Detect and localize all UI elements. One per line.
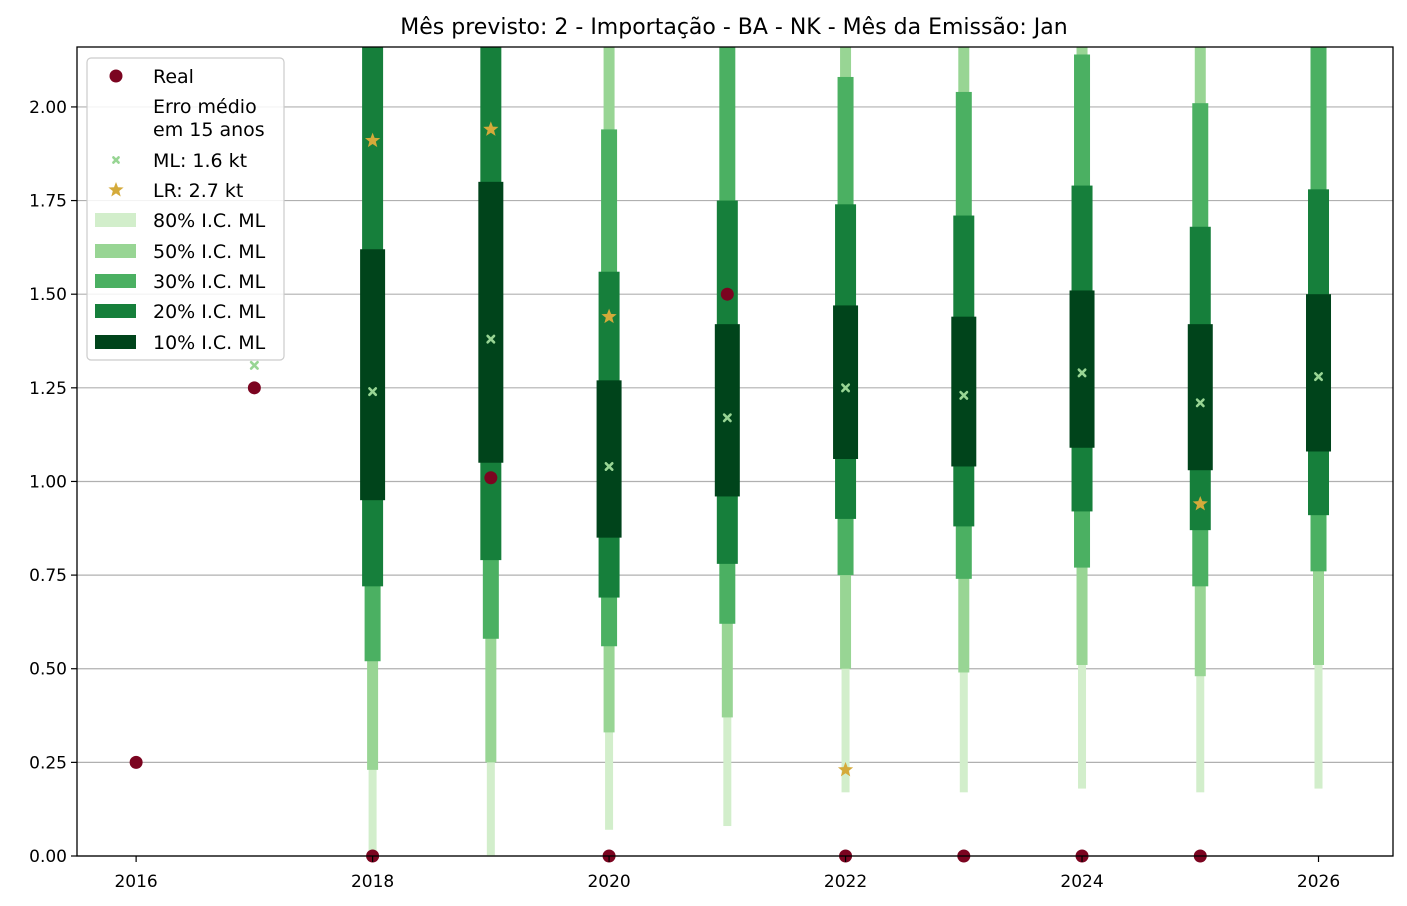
legend-label: 50% I.C. ML	[153, 241, 266, 263]
y-tick-label: 1.75	[29, 192, 67, 212]
lr-point-2022	[837, 761, 854, 777]
y-tick-label: 0.25	[29, 753, 67, 773]
legend-label: 10% I.C. ML	[153, 332, 266, 354]
interval-bar-10-2023	[951, 316, 977, 467]
x-stroke	[959, 390, 969, 400]
ml-point-2026	[1314, 372, 1324, 382]
x-stroke	[112, 156, 120, 164]
ml-point-2022	[841, 383, 851, 393]
y-tick-label: 1.25	[29, 379, 67, 399]
legend-label-line: Erro médio	[153, 96, 257, 118]
legend-ic50-swatch	[95, 244, 136, 258]
legend-label-line: em 15 anos	[153, 119, 265, 141]
ml-point-2020	[604, 461, 614, 471]
legend-ic80-swatch	[95, 213, 136, 227]
interval-bar-10-2026	[1306, 294, 1332, 452]
x-stroke	[368, 387, 378, 397]
y-tick-label: 1.00	[29, 472, 67, 492]
legend-label: Erro médio em 15 anos	[153, 96, 265, 141]
interval-bar-10-2025	[1187, 324, 1213, 471]
interval-bar-10-2018	[360, 249, 386, 501]
x-stroke	[604, 461, 614, 471]
interval-bar-10-2021	[714, 324, 740, 497]
x-tick-label: 2024	[1060, 872, 1103, 892]
ml-point-2024	[1077, 368, 1087, 378]
legend-box	[86, 57, 285, 361]
real-point-2017	[247, 381, 261, 395]
ml-point-2021	[722, 413, 732, 423]
legend-lr-marker	[108, 182, 124, 197]
interval-bar-10-2019	[478, 181, 504, 463]
legend-label: Real	[153, 66, 194, 88]
x-stroke	[722, 413, 732, 423]
legend-ic30-swatch	[95, 274, 136, 288]
confidence-intervals	[360, 47, 1332, 856]
legend-real-marker	[109, 69, 123, 83]
x-stroke	[841, 383, 851, 393]
legend-ml-marker	[112, 156, 120, 164]
legend: Real Erro médio em 15 anos ML: 1.6 kt LR: 2.…	[86, 57, 285, 361]
ml-point-2018	[368, 387, 378, 397]
legend-label: ML: 1.6 kt	[153, 150, 247, 172]
interval-bar-10-2022	[833, 305, 859, 459]
y-tick-label: 0.50	[29, 660, 67, 680]
x-stroke	[249, 360, 259, 370]
real-point-2019	[484, 471, 498, 485]
y-tick-label: 0.00	[29, 847, 67, 867]
x-stroke	[1314, 372, 1324, 382]
legend-ic10-swatch	[95, 335, 136, 349]
x-stroke	[1195, 398, 1205, 408]
x-tick-label: 2016	[114, 872, 157, 892]
real-point-2016	[129, 755, 143, 769]
x-stroke	[1077, 368, 1087, 378]
real-point-2021	[720, 287, 734, 301]
legend-label: 80% I.C. ML	[153, 210, 266, 232]
legend-ic20-swatch	[95, 304, 136, 318]
lr-point-2020	[601, 308, 617, 324]
plot-frame	[76, 46, 1394, 857]
legend-label: LR: 2.7 kt	[153, 180, 243, 202]
ml-point-2023	[959, 390, 969, 400]
y-tick-label: 1.50	[29, 285, 67, 305]
ml-point-2017	[249, 360, 259, 370]
lr-point-2025	[1192, 495, 1208, 511]
y-tick-label: 0.75	[29, 566, 67, 586]
chart-title: Mês previsto: 2 - Importação - BA - NK -…	[400, 15, 1067, 40]
lr-point-2018	[364, 132, 381, 148]
legend-label: 20% I.C. ML	[153, 301, 266, 323]
x-tick-label: 2020	[587, 872, 630, 892]
x-tick-label: 2022	[824, 872, 867, 892]
interval-bar-10-2020	[596, 380, 622, 538]
x-stroke	[486, 334, 496, 344]
x-tick-label: 2026	[1297, 872, 1340, 892]
ml-point-2025	[1195, 398, 1205, 408]
lr-point-2019	[483, 121, 499, 136]
axes: 0.00 0.25 0.50 0.75 1.00 1.25 1.50 1.75 2.00 2016…	[29, 46, 1394, 892]
legend-label: 30% I.C. ML	[153, 271, 266, 293]
y-tick-label: 2.00	[29, 98, 67, 118]
x-tick-label: 2018	[351, 872, 394, 892]
interval-bar-10-2024	[1069, 290, 1095, 448]
ml-point-2019	[486, 334, 496, 344]
